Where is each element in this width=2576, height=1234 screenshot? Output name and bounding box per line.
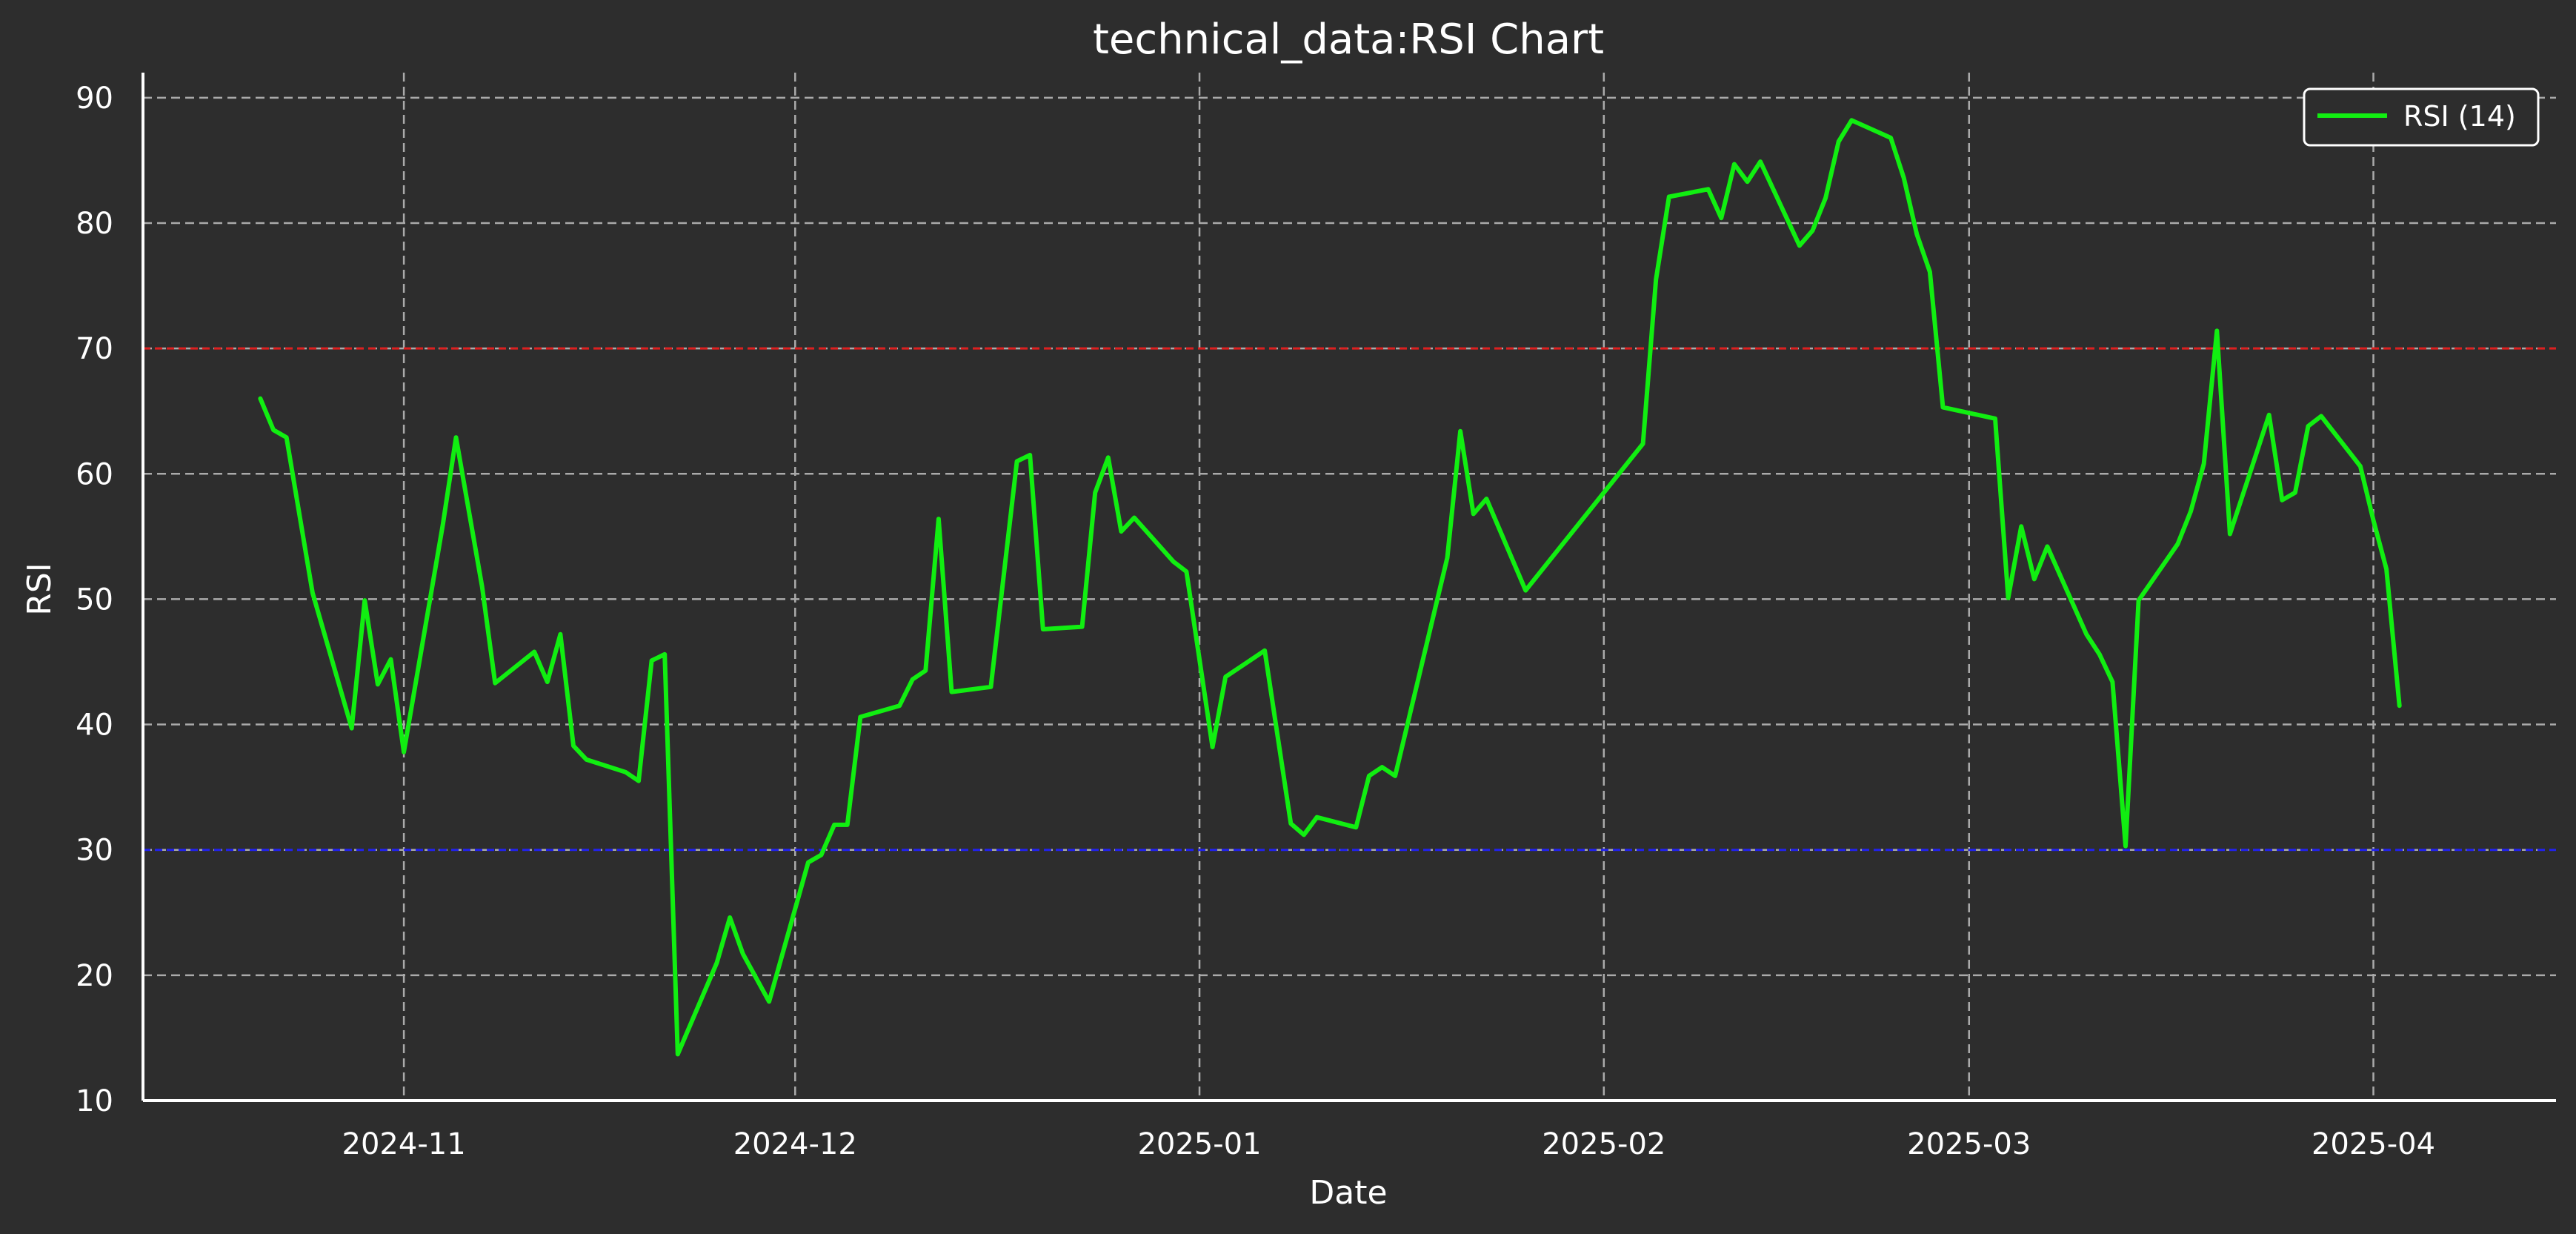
x-tick-label-2025-03: 2025-03 [1907, 1127, 2031, 1161]
y-tick-label-80: 80 [76, 207, 113, 241]
y-tick-label-10: 10 [76, 1084, 113, 1118]
legend-label: RSI (14) [2403, 100, 2516, 133]
y-tick-label-70: 70 [76, 332, 113, 366]
chart-title: technical_data:RSI Chart [1093, 16, 1604, 64]
x-axis-title: Date [1309, 1174, 1387, 1212]
y-tick-label-30: 30 [76, 834, 113, 868]
legend: RSI (14) [2303, 87, 2540, 147]
y-tick-label-50: 50 [76, 583, 113, 617]
x-tick-label-2025-02: 2025-02 [1542, 1127, 1665, 1161]
x-tick-label-2024-11: 2024-11 [342, 1127, 466, 1161]
series-line-rsi-14 [258, 118, 2402, 1057]
y-tick-label-60: 60 [76, 457, 113, 491]
axes-layer [142, 73, 2556, 1102]
y-tick-label-40: 40 [76, 709, 113, 743]
x-tick-label-2025-01: 2025-01 [1137, 1127, 1261, 1161]
legend-box [2303, 87, 2540, 147]
series-layer [258, 118, 2402, 1057]
y-tick-label-90: 90 [76, 82, 113, 116]
x-tick-label-2024-12: 2024-12 [733, 1127, 857, 1161]
grid-layer [143, 73, 2556, 1101]
x-tick-label-2025-04: 2025-04 [2312, 1127, 2435, 1161]
y-axis-title: RSI [21, 563, 59, 615]
y-tick-label-20: 20 [76, 959, 113, 993]
tick-labels: 10 20 30 40 50 60 70 80 90 2024-11 2024-12 2025-01 2… [76, 82, 2435, 1161]
